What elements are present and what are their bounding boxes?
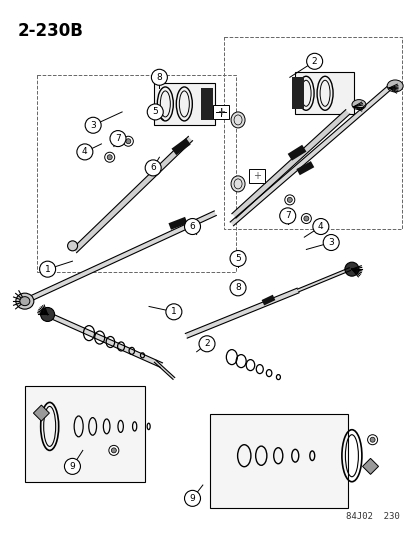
Circle shape bbox=[110, 131, 126, 147]
Circle shape bbox=[306, 53, 322, 69]
Text: 2-230B: 2-230B bbox=[18, 22, 84, 40]
Circle shape bbox=[126, 139, 131, 144]
Text: +: + bbox=[252, 171, 260, 181]
Circle shape bbox=[109, 446, 119, 455]
Circle shape bbox=[230, 251, 245, 266]
Text: 8: 8 bbox=[235, 284, 240, 292]
Circle shape bbox=[104, 152, 114, 162]
Text: 3: 3 bbox=[90, 121, 96, 130]
Polygon shape bbox=[154, 83, 215, 125]
Circle shape bbox=[367, 435, 377, 445]
Text: 5: 5 bbox=[235, 254, 240, 263]
Text: 1: 1 bbox=[171, 308, 176, 316]
Circle shape bbox=[230, 280, 245, 296]
Circle shape bbox=[64, 458, 80, 474]
Polygon shape bbox=[154, 360, 174, 379]
Circle shape bbox=[85, 117, 101, 133]
Circle shape bbox=[123, 136, 133, 146]
Ellipse shape bbox=[40, 308, 55, 321]
Text: 4: 4 bbox=[82, 148, 88, 156]
Circle shape bbox=[77, 144, 93, 160]
Text: 2: 2 bbox=[311, 57, 317, 66]
Text: 7: 7 bbox=[115, 134, 121, 143]
Polygon shape bbox=[47, 312, 162, 367]
Polygon shape bbox=[230, 86, 390, 226]
Polygon shape bbox=[168, 217, 187, 230]
Polygon shape bbox=[33, 405, 49, 421]
Polygon shape bbox=[171, 138, 190, 155]
Circle shape bbox=[145, 160, 161, 176]
Polygon shape bbox=[24, 386, 144, 482]
Text: 4: 4 bbox=[317, 222, 323, 231]
Ellipse shape bbox=[67, 241, 77, 251]
Ellipse shape bbox=[386, 80, 402, 92]
Circle shape bbox=[279, 208, 295, 224]
Text: 3: 3 bbox=[328, 238, 333, 247]
Text: 84J02  230: 84J02 230 bbox=[345, 512, 399, 521]
Circle shape bbox=[284, 195, 294, 205]
Polygon shape bbox=[261, 295, 275, 305]
Text: +: + bbox=[217, 107, 225, 117]
Ellipse shape bbox=[344, 262, 358, 276]
Polygon shape bbox=[292, 77, 303, 109]
Polygon shape bbox=[294, 72, 353, 114]
Circle shape bbox=[184, 490, 200, 506]
Text: 6: 6 bbox=[150, 164, 156, 172]
Polygon shape bbox=[201, 88, 212, 120]
Polygon shape bbox=[287, 145, 306, 160]
Circle shape bbox=[107, 155, 112, 160]
Circle shape bbox=[301, 214, 311, 223]
Text: 9: 9 bbox=[69, 462, 75, 471]
Polygon shape bbox=[231, 110, 349, 218]
Polygon shape bbox=[296, 161, 313, 175]
Circle shape bbox=[287, 197, 292, 203]
Text: 1: 1 bbox=[45, 265, 50, 273]
Circle shape bbox=[40, 261, 55, 277]
Circle shape bbox=[147, 104, 163, 120]
Text: 5: 5 bbox=[152, 108, 158, 116]
Polygon shape bbox=[210, 414, 348, 508]
Text: 2: 2 bbox=[204, 340, 209, 348]
Polygon shape bbox=[248, 169, 264, 183]
Circle shape bbox=[184, 219, 200, 235]
Circle shape bbox=[369, 437, 374, 442]
Text: 7: 7 bbox=[284, 212, 290, 220]
Circle shape bbox=[166, 304, 181, 320]
Circle shape bbox=[151, 69, 167, 85]
Polygon shape bbox=[297, 268, 349, 292]
Circle shape bbox=[199, 336, 214, 352]
Ellipse shape bbox=[230, 176, 244, 192]
Ellipse shape bbox=[351, 100, 365, 110]
Ellipse shape bbox=[16, 293, 34, 309]
Polygon shape bbox=[24, 211, 216, 303]
Ellipse shape bbox=[20, 297, 30, 305]
Circle shape bbox=[323, 235, 338, 251]
Polygon shape bbox=[185, 288, 298, 338]
Ellipse shape bbox=[230, 112, 244, 128]
Circle shape bbox=[303, 216, 308, 221]
Text: 6: 6 bbox=[189, 222, 195, 231]
Circle shape bbox=[111, 448, 116, 453]
Polygon shape bbox=[362, 458, 377, 474]
Polygon shape bbox=[213, 105, 229, 119]
Circle shape bbox=[312, 219, 328, 235]
Polygon shape bbox=[72, 136, 192, 253]
Text: 8: 8 bbox=[156, 73, 162, 82]
Text: 9: 9 bbox=[189, 494, 195, 503]
